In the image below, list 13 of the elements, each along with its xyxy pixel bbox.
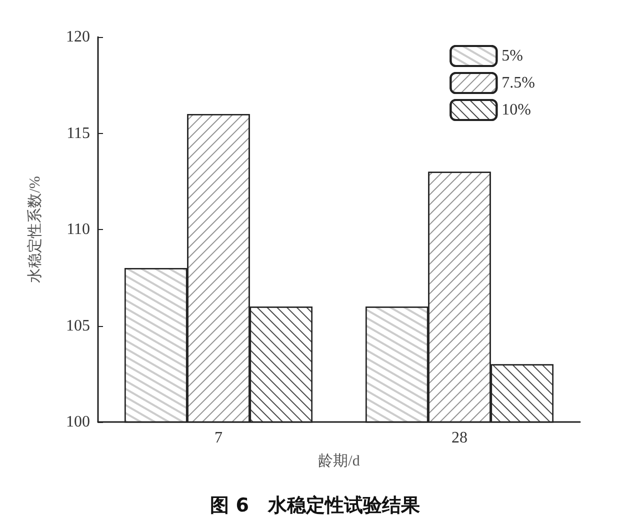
x-axis-title: 龄期/d (318, 452, 360, 470)
y-tick-label: 115 (66, 124, 90, 142)
legend-label: 7.5% (502, 74, 535, 92)
text: 图 6 水稳定性试验结果 (210, 494, 421, 516)
y-tick-label: 100 (66, 414, 90, 430)
x-tick-label: 7 (214, 430, 222, 446)
y-tick-label: 120 (66, 28, 90, 46)
legend-label: 5% (502, 48, 523, 64)
x-tick-label: 28 (452, 430, 468, 446)
y-axis-title: 水稳定性系数/% (26, 176, 44, 283)
y-tick-label: 105 (66, 317, 90, 334)
y-tick-label: 110 (66, 221, 90, 238)
legend-label: 10% (502, 102, 531, 118)
